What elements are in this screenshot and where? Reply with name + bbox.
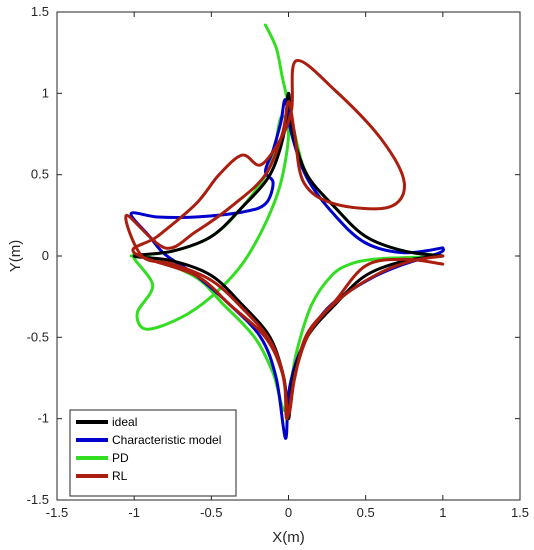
legend-box (69, 409, 237, 497)
series-line-rl (124, 59, 445, 421)
x-tick-label: 0.5 (357, 505, 375, 520)
y-axis-title: Y(m) (7, 240, 24, 273)
legend-label: RL (112, 469, 128, 483)
y-tick-label: 0 (42, 248, 49, 263)
tick-layer: -1.5 -1 -0.5 0 0.5 1 1.5 -1.5 -1 -0.5 0 0.5 1 1.5 (27, 4, 529, 520)
y-tick-label: 1 (42, 85, 49, 100)
x-axis-title: X(m) (272, 529, 305, 546)
x-tick-label: -1.5 (46, 505, 68, 520)
x-tick-label: -0.5 (200, 505, 222, 520)
x-tick-label: 0 (285, 505, 292, 520)
x-tick-label: 1 (439, 505, 446, 520)
y-tick-label: -1 (37, 411, 49, 426)
series-layer (124, 23, 445, 440)
legend-label: Characteristic model (112, 433, 221, 447)
legend-label: PD (112, 451, 129, 465)
legend-label: ideal (112, 415, 137, 429)
x-tick-label: 1.5 (511, 505, 529, 520)
y-tick-label: -1.5 (27, 492, 49, 507)
legend: ideal Characteristic model PD RL (69, 409, 237, 497)
x-tick-label: -1 (128, 505, 140, 520)
y-tick-label: 1.5 (31, 4, 49, 19)
y-tick-label: -0.5 (27, 329, 49, 344)
y-tick-label: 0.5 (31, 167, 49, 182)
